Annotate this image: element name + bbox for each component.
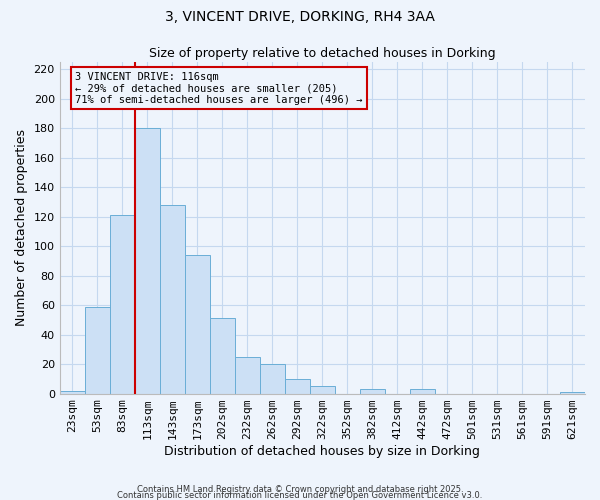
Bar	[410, 389, 435, 394]
Bar	[235, 356, 260, 394]
Text: Contains HM Land Registry data © Crown copyright and database right 2025.: Contains HM Land Registry data © Crown c…	[137, 484, 463, 494]
Text: Contains public sector information licensed under the Open Government Licence v3: Contains public sector information licen…	[118, 490, 482, 500]
Bar	[210, 318, 235, 394]
Title: Size of property relative to detached houses in Dorking: Size of property relative to detached ho…	[149, 48, 496, 60]
Bar	[59, 390, 85, 394]
Bar	[135, 128, 160, 394]
Bar	[160, 205, 185, 394]
Bar	[360, 389, 385, 394]
Bar	[85, 306, 110, 394]
Bar	[310, 386, 335, 394]
Text: 3 VINCENT DRIVE: 116sqm
← 29% of detached houses are smaller (205)
71% of semi-d: 3 VINCENT DRIVE: 116sqm ← 29% of detache…	[76, 72, 363, 105]
Text: 3, VINCENT DRIVE, DORKING, RH4 3AA: 3, VINCENT DRIVE, DORKING, RH4 3AA	[165, 10, 435, 24]
Bar	[260, 364, 285, 394]
Bar	[285, 379, 310, 394]
Y-axis label: Number of detached properties: Number of detached properties	[15, 129, 28, 326]
Bar	[560, 392, 585, 394]
X-axis label: Distribution of detached houses by size in Dorking: Distribution of detached houses by size …	[164, 444, 480, 458]
Bar	[185, 255, 210, 394]
Bar	[110, 215, 135, 394]
